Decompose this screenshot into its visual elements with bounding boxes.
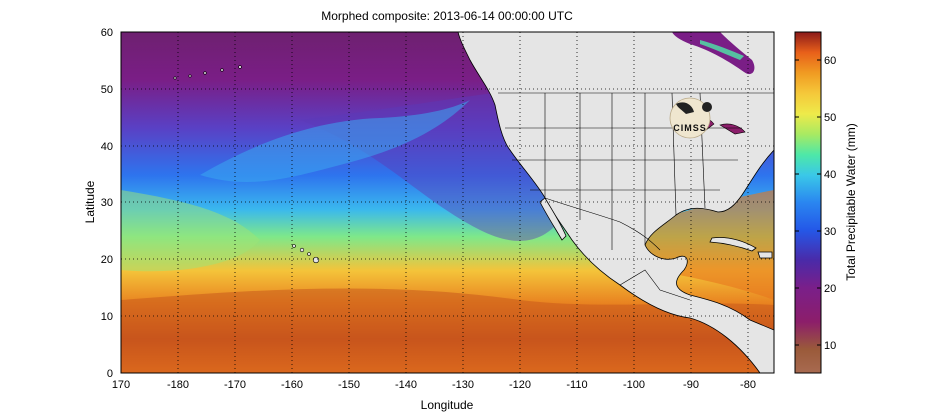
- map-frame: [120, 31, 775, 374]
- y-tick: 10: [101, 311, 113, 323]
- colorbar: 10 20 30 40 50 60 Total Precipitable Wat…: [794, 31, 858, 374]
- x-tick: 170: [112, 379, 130, 391]
- graticule: [121, 32, 774, 373]
- hudson-bay-moist: [700, 40, 744, 60]
- x-tick: -110: [566, 379, 587, 391]
- x-tick: -90: [683, 379, 699, 391]
- y-tick: 40: [101, 141, 113, 153]
- gulf-moisture: [600, 190, 774, 300]
- moist-plume: [200, 100, 470, 182]
- x-axis: 170 -180 -170 -160 -150 -140 -130 -120 -…: [112, 379, 756, 412]
- y-axis-label: Latitude: [83, 180, 97, 223]
- svg-text:CIMSS: CIMSS: [673, 123, 707, 133]
- colorbar-label: Total Precipitable Water (mm): [844, 123, 858, 281]
- x-tick: -140: [395, 379, 417, 391]
- x-tick: -80: [740, 379, 756, 391]
- hudson-bay-water: [672, 32, 755, 75]
- cuba: [709, 237, 757, 252]
- x-tick: -150: [338, 379, 360, 391]
- tropical-moisture-band: [121, 288, 774, 373]
- x-tick: -120: [509, 379, 531, 391]
- colorbar-tick: 60: [824, 55, 836, 67]
- aleutian-islands: [173, 65, 242, 80]
- colorbar-tick: 10: [824, 340, 836, 352]
- colorbar-tick: 40: [824, 169, 836, 181]
- x-axis-label: Longitude: [421, 398, 474, 412]
- y-axis: 0 10 20 30 40 50 60 Latitude: [83, 27, 113, 380]
- x-tick: -160: [281, 379, 303, 391]
- subtropical-green-band: [121, 190, 260, 272]
- y-tick: 0: [107, 368, 113, 380]
- baja-california: [539, 197, 567, 241]
- colorbar-ramp: [794, 31, 822, 374]
- y-tick: 30: [101, 197, 113, 209]
- x-tick: -170: [224, 379, 246, 391]
- political-borders: [498, 92, 774, 301]
- cimss-logo: CIMSS: [669, 97, 712, 139]
- y-tick: 20: [101, 254, 113, 266]
- hispaniola: [757, 251, 773, 259]
- map-panel: [121, 32, 774, 373]
- x-tick: -180: [167, 379, 189, 391]
- y-tick: 50: [101, 84, 113, 96]
- colorbar-tick: 20: [824, 283, 836, 295]
- colorbar-tick: 30: [824, 226, 836, 238]
- y-tick: 60: [101, 27, 113, 39]
- x-tick: -130: [452, 379, 474, 391]
- x-tick: -100: [623, 379, 645, 391]
- colorbar-tick: 50: [824, 112, 836, 124]
- map-title: Morphed composite: 2013-06-14 00:00:00 U…: [321, 9, 573, 23]
